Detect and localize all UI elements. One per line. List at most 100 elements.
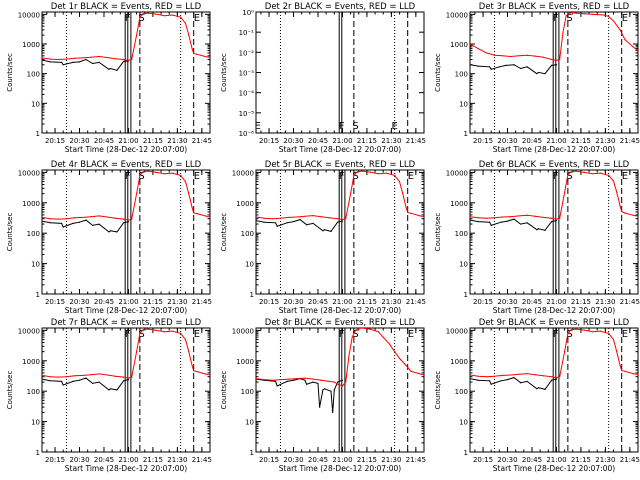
x-tick-label: 21:15 [357, 137, 377, 145]
y-tick-label: 10 [459, 419, 468, 427]
lld-point [155, 171, 157, 174]
plot-frame [469, 327, 639, 453]
panel-title: Det 7r BLACK = Events, RED = LLD [51, 318, 202, 328]
annotation-label: S [566, 13, 572, 24]
lld-point [619, 205, 621, 207]
lld-point [369, 328, 371, 330]
events-point [519, 67, 522, 70]
lld-point [418, 372, 420, 375]
lld-point [567, 173, 569, 176]
lld-point [402, 193, 404, 195]
lld-point [526, 372, 528, 375]
x-tick-label: 21:00 [546, 298, 566, 306]
lld-point [608, 15, 610, 18]
events-point [109, 67, 112, 70]
lld-point [550, 58, 553, 61]
x-tick-label: 20:45 [94, 137, 114, 145]
y-axis-label: Counts/sec [6, 53, 14, 92]
x-tick-label: 20:15 [259, 456, 279, 464]
y-tick-label: 100 [455, 388, 468, 396]
lld-point [377, 331, 379, 333]
lld-point [559, 58, 561, 61]
lld-point [114, 375, 116, 377]
x-axis-label: Start Time (28-Dec-12 20:07:00) [65, 464, 187, 473]
lld-point [612, 180, 615, 182]
events-point [49, 222, 51, 224]
y-tick-label: 100 [27, 230, 40, 238]
y-tick-label: 10000 [232, 169, 254, 177]
lld-point [534, 374, 536, 376]
lld-point [312, 378, 314, 380]
lld-series [470, 328, 638, 379]
events-point [312, 381, 314, 383]
lld-point [191, 364, 193, 367]
lld-point [356, 171, 358, 173]
x-tick-label: 20:15 [473, 137, 493, 145]
events-point [98, 381, 100, 383]
x-tick-label: 21:00 [332, 137, 352, 145]
lld-point [263, 379, 265, 381]
lld-point [567, 332, 569, 334]
annotation-label: F [125, 13, 131, 24]
lld-point [328, 217, 330, 219]
panel-det-7: Det 7r BLACK = Events, RED = LLD 1 10 100 10… [6, 318, 212, 473]
lld-point [612, 338, 615, 341]
lld-point [542, 375, 544, 377]
lld-point [155, 13, 157, 15]
events-point [336, 381, 339, 383]
x-tick-label: 20:45 [308, 137, 328, 145]
lld-point [632, 372, 634, 375]
lld-point [312, 214, 314, 217]
lld-point [575, 170, 577, 172]
events-point [108, 68, 110, 70]
events-point [127, 379, 130, 381]
lld-point [562, 31, 564, 33]
y-tick-label: 100 [241, 388, 254, 396]
lld-point [65, 218, 68, 220]
lld-point [336, 218, 339, 220]
x-tick-label: 21:00 [118, 137, 138, 145]
lld-point [341, 385, 344, 387]
lld-point [583, 13, 585, 15]
events-point [323, 388, 326, 390]
lld-point [385, 172, 388, 174]
annotation-label: E [622, 171, 628, 182]
lld-point [271, 379, 273, 381]
lld-point [209, 56, 210, 59]
x-tick-label: 21:00 [118, 298, 138, 306]
lld-point [394, 174, 396, 176]
y-tick-label: 1 [464, 130, 468, 138]
lld-point [82, 57, 84, 59]
lld-point [632, 46, 634, 48]
events-series [470, 218, 557, 231]
x-tick-label: 21:45 [406, 137, 426, 145]
x-tick-label: 21:30 [381, 137, 401, 145]
lld-point [163, 173, 165, 175]
x-tick-label: 21:15 [357, 298, 377, 306]
lld-point [57, 218, 59, 220]
lld-series [470, 170, 638, 220]
y-tick-label: 1000 [450, 358, 468, 366]
panel-det-9: Det 9r BLACK = Events, RED = LLD 1 10 100 10… [434, 318, 640, 473]
x-tick-label: 20:30 [497, 298, 517, 306]
lld-point [550, 217, 553, 219]
lld-point [637, 374, 638, 376]
annotation-label: E [622, 13, 628, 24]
events-point [536, 229, 538, 231]
events-point [470, 219, 471, 221]
lld-point [502, 216, 504, 218]
lld-point [564, 351, 566, 353]
events-point [555, 64, 558, 66]
events-point [506, 379, 509, 381]
lld-point [542, 216, 544, 219]
events-point [72, 61, 74, 63]
lld-point [296, 216, 298, 218]
lld-point [136, 34, 138, 36]
lld-point [583, 171, 585, 174]
lld-point [98, 215, 100, 217]
x-axis-label: Start Time (28-Dec-12 20:07:00) [279, 145, 401, 154]
events-series [470, 64, 557, 75]
lld-point [423, 216, 424, 218]
y-tick-label: 10 [459, 100, 468, 108]
events-point [513, 377, 515, 379]
